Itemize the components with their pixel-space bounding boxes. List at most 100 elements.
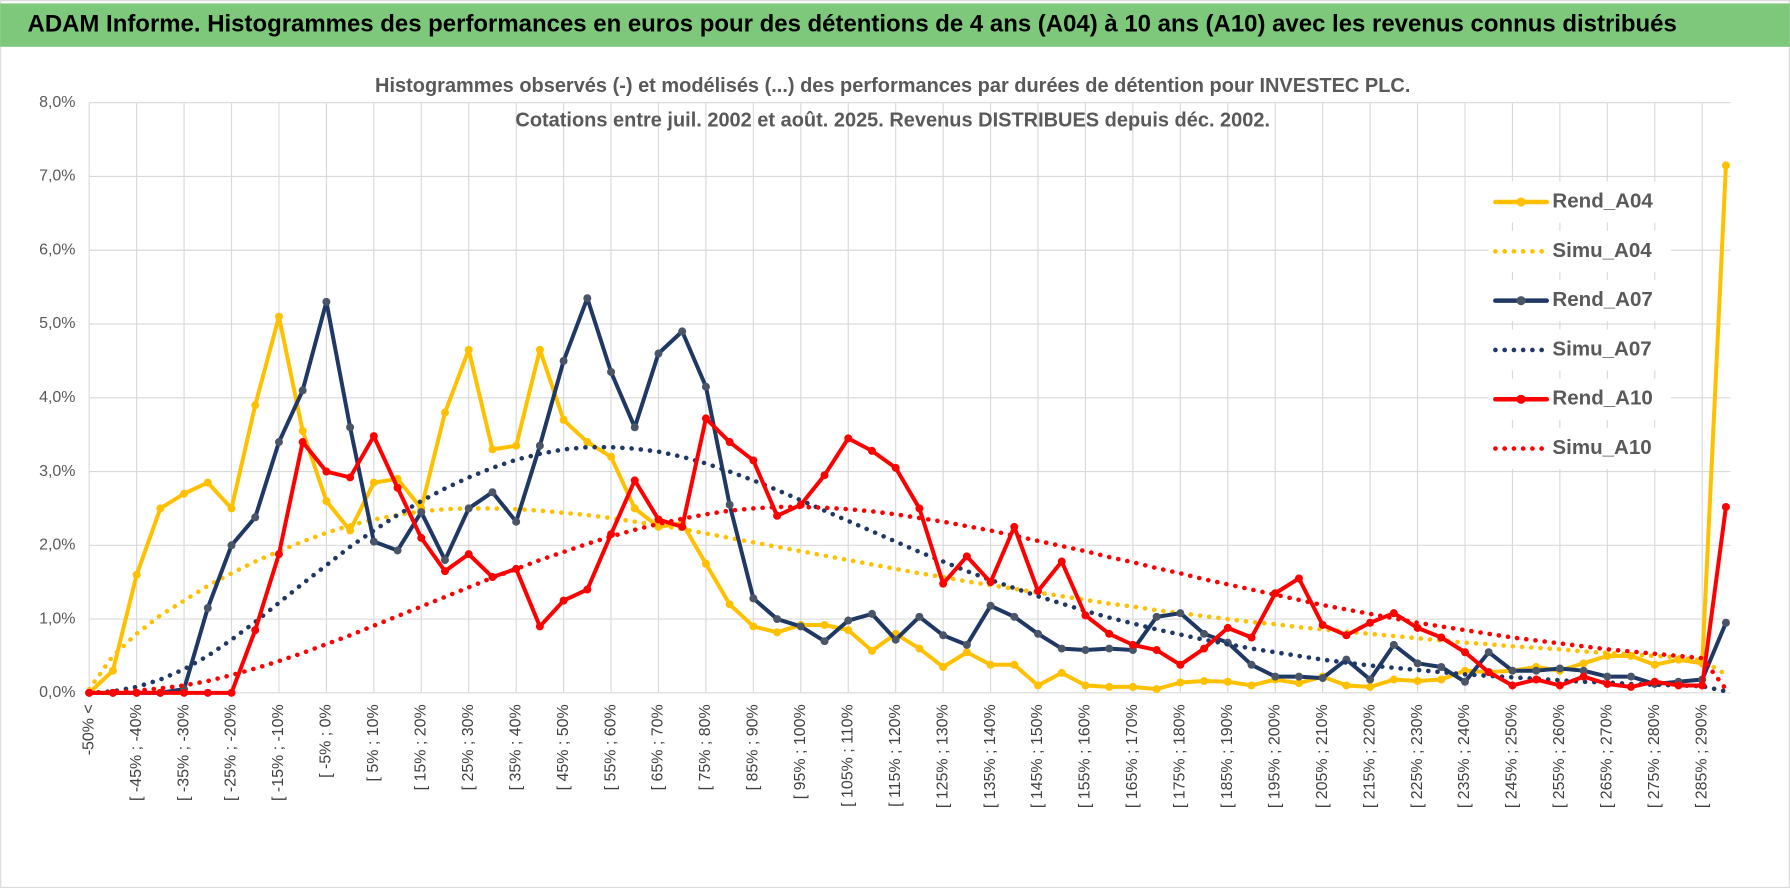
x-tick-label: [ 15% ; 20% [412,704,429,790]
x-tick-label: [ -45% ; -40% [128,704,145,801]
x-tick-label: [ 225% ; 230% [1409,704,1426,808]
point [891,463,900,472]
point [1437,675,1446,684]
point [654,515,663,524]
point [559,415,568,424]
model-line [86,506,1729,692]
x-tick-label: [ 205% ; 210% [1314,704,1331,808]
point [441,567,449,576]
header-bar [0,3,1790,47]
point [1200,677,1209,686]
model-line [86,504,1729,696]
x-tick-label: [ -15% ; -10% [270,704,287,801]
point [1200,629,1209,638]
point [1508,666,1517,675]
legend-label: Rend_A04 [1552,189,1653,212]
point [1389,640,1398,649]
point [1152,685,1161,694]
point [1721,161,1730,170]
point [1128,640,1137,649]
point [773,511,782,520]
x-tick-label: [ -5% ; 0% [318,704,335,778]
legend-marker [1516,296,1526,306]
point [298,426,307,435]
point [298,386,307,395]
header-title: ADAM Informe. Histogrammes des performan… [28,10,1677,37]
point [1484,648,1493,657]
point [559,356,568,365]
point [1057,557,1066,566]
point [1034,629,1043,638]
point [1034,681,1043,690]
point [820,637,829,646]
point [203,478,212,487]
point [725,438,734,447]
point [820,471,829,480]
point [701,382,710,391]
point [1128,682,1137,691]
point [1603,679,1612,688]
point [1105,629,1114,638]
point [1555,681,1564,690]
point [393,546,402,555]
point [1057,644,1066,653]
point [1366,618,1375,627]
x-tick-label: -50% < [80,704,97,755]
point [962,640,971,649]
point [322,497,331,506]
point [369,432,378,441]
y-tick-label: 4,0% [39,389,75,406]
x-tick-label: [ 165% ; 170% [1124,704,1141,808]
point [820,620,829,629]
point [1318,620,1327,629]
point [773,615,782,624]
point [939,631,948,640]
point [227,541,236,550]
point [1413,659,1422,668]
point [488,488,497,497]
title-background [368,75,1418,98]
point [322,297,331,306]
model-line [86,444,1729,696]
point [986,578,995,587]
point [1081,611,1090,620]
legend-background [1488,329,1672,371]
point [1010,522,1019,531]
point [1342,681,1351,690]
point [346,526,355,535]
point [630,423,639,432]
point [915,504,924,513]
point [891,635,900,644]
point [1318,674,1327,683]
point [1010,660,1019,669]
legend-background [1488,230,1672,272]
point [1389,675,1398,684]
point [298,438,307,447]
observed-line [87,296,1728,695]
point [535,622,544,631]
x-tick-label: [ 115% ; 120% [887,704,904,807]
point [701,559,710,568]
point [701,414,710,423]
x-tick-label: [ -35% ; -30% [175,704,192,801]
x-tick-label: [ 25% ; 30% [460,704,477,790]
point [1532,675,1541,684]
point [1010,612,1019,621]
point [559,596,568,605]
point [251,401,260,410]
y-tick-label: 6,0% [39,241,75,258]
point [1294,679,1303,688]
legend-background [1488,428,1672,470]
point [915,612,924,621]
x-tick-label: [ 285% ; 290% [1693,704,1710,808]
point [441,408,449,417]
point [962,552,971,561]
point [1057,668,1066,677]
point [1627,682,1636,691]
point [607,367,616,376]
point [1698,681,1707,690]
point [986,601,995,610]
legend-label: Rend_A07 [1552,288,1652,311]
point [346,423,355,432]
